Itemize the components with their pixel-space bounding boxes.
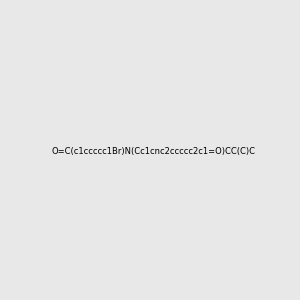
Text: O=C(c1ccccc1Br)N(Cc1cnc2ccccc2c1=O)CC(C)C: O=C(c1ccccc1Br)N(Cc1cnc2ccccc2c1=O)CC(C)… bbox=[52, 147, 256, 156]
